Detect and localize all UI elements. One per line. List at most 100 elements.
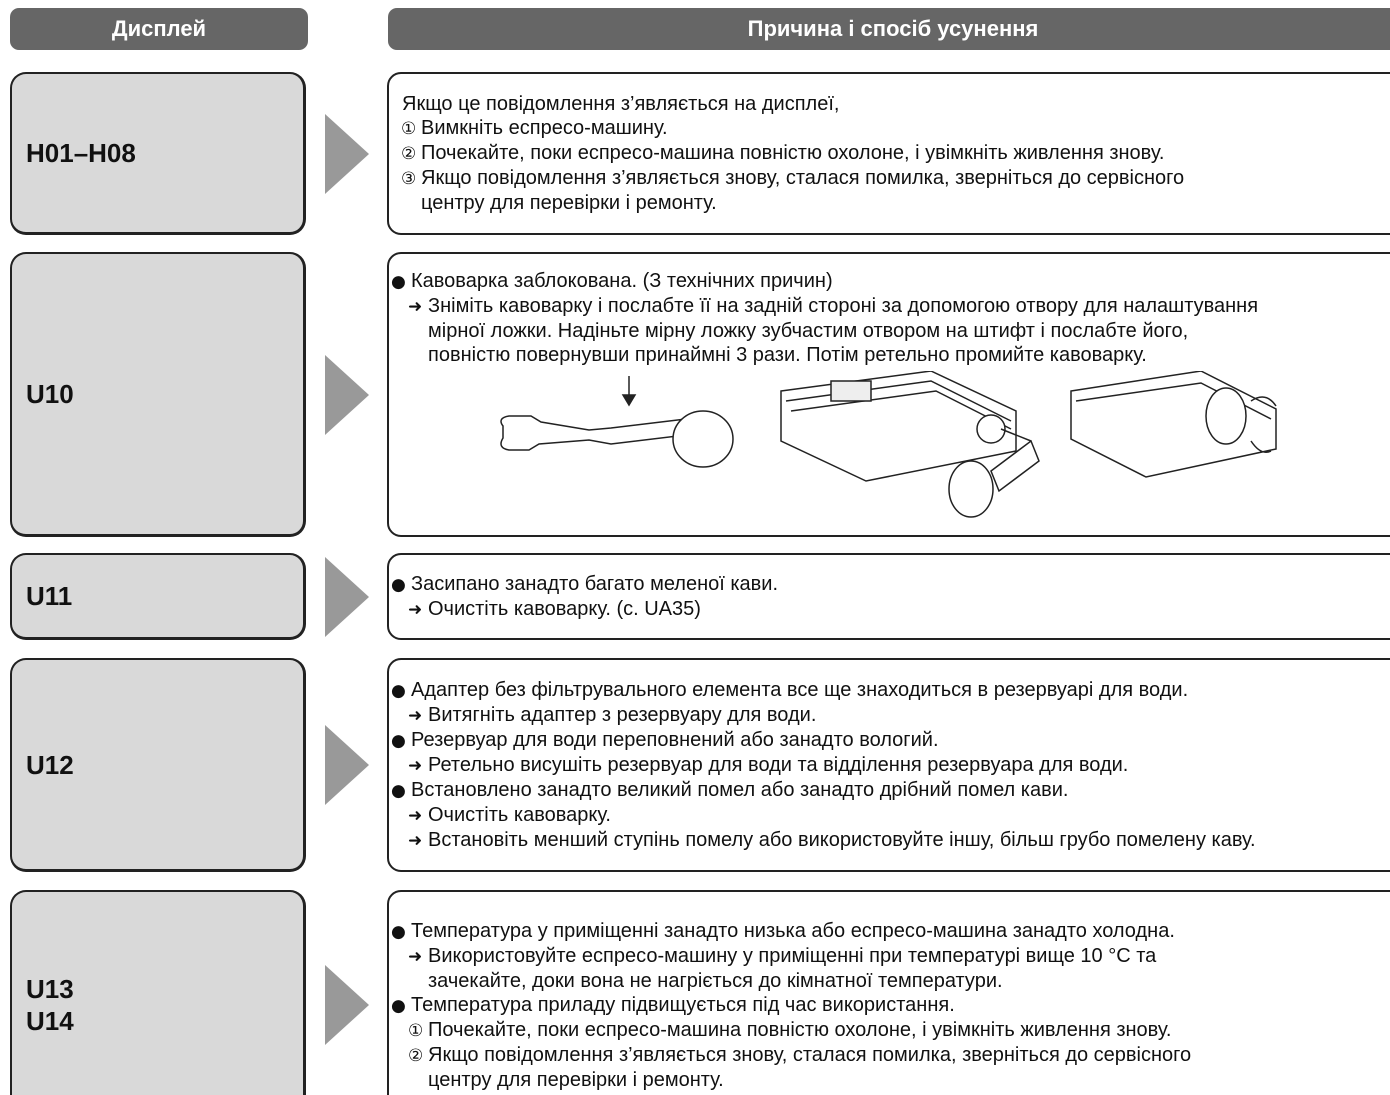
marker: ● — [391, 730, 406, 751]
marker: ➜ — [408, 755, 423, 776]
arrow — [325, 965, 369, 1045]
display-code: U11 — [26, 581, 73, 611]
marker: ➜ — [408, 296, 423, 317]
text: Кавоварка заблокована. (З технічних прич… — [411, 269, 833, 292]
intro: Якщо це повідомлення з’являється на дисп… — [402, 93, 840, 115]
text-line: центру для перевірки і ремонту. — [408, 1068, 1390, 1092]
marker: ➜ — [408, 805, 423, 826]
marker: ● — [391, 574, 406, 595]
display-code: H01–H08 — [26, 138, 136, 168]
text: Ретельно висушіть резервуар для води та … — [428, 753, 1129, 776]
arrow — [325, 556, 369, 637]
text: повністю повернувши принаймні 3 рази. По… — [428, 343, 1147, 366]
text: Засипано занадто багато меленої кави. — [411, 572, 779, 595]
text: Встановіть менший ступінь помелу або вик… — [428, 828, 1256, 851]
text-line: ➜ Зніміть кавоварку і послабте її на задн… — [408, 294, 1390, 319]
display-code: U12 — [26, 749, 74, 780]
marker: ① — [401, 119, 417, 139]
list-item: ➜ Очистіть кавоварку. (с. UA35) — [391, 597, 1390, 622]
marker: ② — [408, 1045, 424, 1066]
illustration — [500, 370, 1277, 518]
display-code: U14 — [26, 1005, 74, 1036]
display-box: U10 — [10, 252, 306, 537]
solution-box: Якщо це повідомлення з’являється на дисп… — [387, 72, 1390, 235]
text-line: ● Температура у приміщенні занадто низька… — [391, 919, 1390, 944]
row: U13 U14 ● Температура у приміщенні занадто … — [0, 890, 1390, 1095]
header-display: Дисплей — [10, 8, 308, 50]
row: U12 ● Адаптер без фільтрувального елемента… — [0, 658, 1390, 872]
text-line: зачекайте, доки вона не нагріється до кі… — [408, 969, 1390, 993]
text: Почекайте, поки еспресо-машина повністю … — [421, 142, 1165, 164]
list-item: ➜ Ретельно висушіть резервуар для води та… — [391, 753, 1390, 778]
text-line: ③ Якщо повідомлення з’являється знову, ст… — [401, 166, 1390, 191]
text: зачекайте, доки вона не нагріється до кі… — [428, 969, 1003, 992]
marker: ● — [391, 680, 406, 701]
text-line: центру для перевірки і ремонту. — [401, 191, 1390, 215]
solution-box: ● Кавоварка заблокована. (З технічних при… — [387, 252, 1390, 537]
marker: ➜ — [408, 599, 423, 620]
list-item: ● Температура приладу підвищується під ча… — [391, 993, 1390, 1092]
text-line: мірної ложки. Надіньте мірну ложку зубча… — [408, 319, 1390, 343]
text: Зніміть кавоварку і послабте її на задні… — [428, 294, 1259, 317]
row: U10 ● Кавоварка заблокована. (З технічних … — [0, 252, 1390, 537]
text: центру для перевірки і ремонту. — [421, 192, 717, 214]
text-line: ➜ Ретельно висушіть резервуар для води та… — [408, 753, 1390, 778]
marker: ● — [391, 921, 406, 942]
solution-box: ● Температура у приміщенні занадто низька… — [387, 890, 1390, 1095]
text-line: ① Почекайте, поки еспресо-машина повністю… — [408, 1018, 1390, 1043]
marker: ③ — [401, 169, 417, 189]
display-box: U13 U14 — [10, 890, 306, 1095]
list-item: ● Засипано занадто багато меленої кави. ➜ О… — [391, 572, 1390, 622]
marker: ● — [391, 271, 406, 292]
text: Почекайте, поки еспресо-машина повністю … — [428, 1018, 1172, 1041]
text: Якщо повідомлення з’являється знову, ста… — [421, 167, 1185, 189]
text: центру для перевірки і ремонту. — [428, 1068, 724, 1091]
row: H01–H08 Якщо це повідомлення з’являється … — [0, 72, 1390, 235]
list-item: ➜ Витягніть адаптер з резервуару для води… — [391, 703, 1390, 728]
row: U11 ● Засипано занадто багато меленої кави… — [0, 553, 1390, 640]
text-line: ➜ Витягніть адаптер з резервуару для води… — [408, 703, 1390, 728]
text-line: ● Встановлено занадто великий помел або з… — [391, 778, 1390, 803]
list-item: ➜ Очистіть кавоварку. — [391, 803, 1390, 828]
header-solution: Причина і спосіб усунення — [388, 8, 1390, 50]
text: Витягніть адаптер з резервуару для води. — [428, 703, 817, 726]
arrow — [325, 725, 369, 805]
text-line: ● Засипано занадто багато меленої кави. — [391, 572, 1390, 597]
text: Очистіть кавоварку. — [428, 803, 611, 826]
text-line: ● Кавоварка заблокована. (З технічних при… — [391, 269, 1390, 294]
solution-box: ● Адаптер без фільтрувального елемента вс… — [387, 658, 1390, 872]
solution-box: ● Засипано занадто багато меленої кави. ➜ О… — [387, 553, 1390, 640]
text-line: ② Почекайте, поки еспресо-машина повністю… — [401, 141, 1390, 166]
text-line: ➜ Встановіть менший ступінь помелу або ви… — [408, 828, 1390, 853]
list-item: ● Встановлено занадто великий помел або з… — [391, 778, 1390, 853]
text: Вимкніть еспресо-машину. — [421, 117, 668, 139]
text: Адаптер без фільтрувального елемента все… — [411, 678, 1189, 701]
text: Температура приладу підвищується під час… — [411, 993, 955, 1016]
list-item: ③ Якщо повідомлення з’являється знову, ст… — [391, 166, 1390, 215]
arrow — [325, 354, 369, 435]
text: мірної ложки. Надіньте мірну ложку зубча… — [428, 319, 1189, 342]
list-item: ● Адаптер без фільтрувального елемента вс… — [391, 678, 1390, 728]
list-item: ① Почекайте, поки еспресо-машина повністю… — [391, 1018, 1390, 1043]
display-box: U12 — [10, 658, 306, 872]
list-item: ➜ Встановіть менший ступінь помелу або ви… — [391, 828, 1390, 853]
list-item: ● Температура у приміщенні занадто низька… — [391, 919, 1390, 993]
text-line: ② Якщо повідомлення з’являється знову, ст… — [408, 1043, 1390, 1068]
text-line: повністю повернувши принаймні 3 рази. По… — [408, 343, 1390, 367]
marker: ① — [408, 1020, 424, 1041]
list-item: ② Почекайте, поки еспресо-машина повністю… — [391, 141, 1390, 166]
text-line: ➜ Очистіть кавоварку. (с. UA35) — [408, 597, 1390, 622]
display-code: U10 — [26, 379, 74, 409]
text: Якщо повідомлення з’являється знову, ста… — [428, 1043, 1192, 1066]
display-box: H01–H08 — [10, 72, 306, 235]
text: Резервуар для води переповнений або зана… — [411, 728, 939, 751]
text-line: ① Вимкніть еспресо-машину. — [401, 116, 1390, 141]
text: Використовуйте еспресо-машину у приміщен… — [428, 944, 1157, 967]
marker: ➜ — [408, 830, 423, 851]
marker: ② — [401, 144, 417, 164]
list-item: ① Вимкніть еспресо-машину. — [391, 116, 1390, 141]
text: Встановлено занадто великий помел або за… — [411, 778, 1069, 801]
marker: ● — [391, 995, 406, 1016]
list-item: ➜ Зніміть кавоварку і послабте її на задн… — [391, 294, 1390, 367]
